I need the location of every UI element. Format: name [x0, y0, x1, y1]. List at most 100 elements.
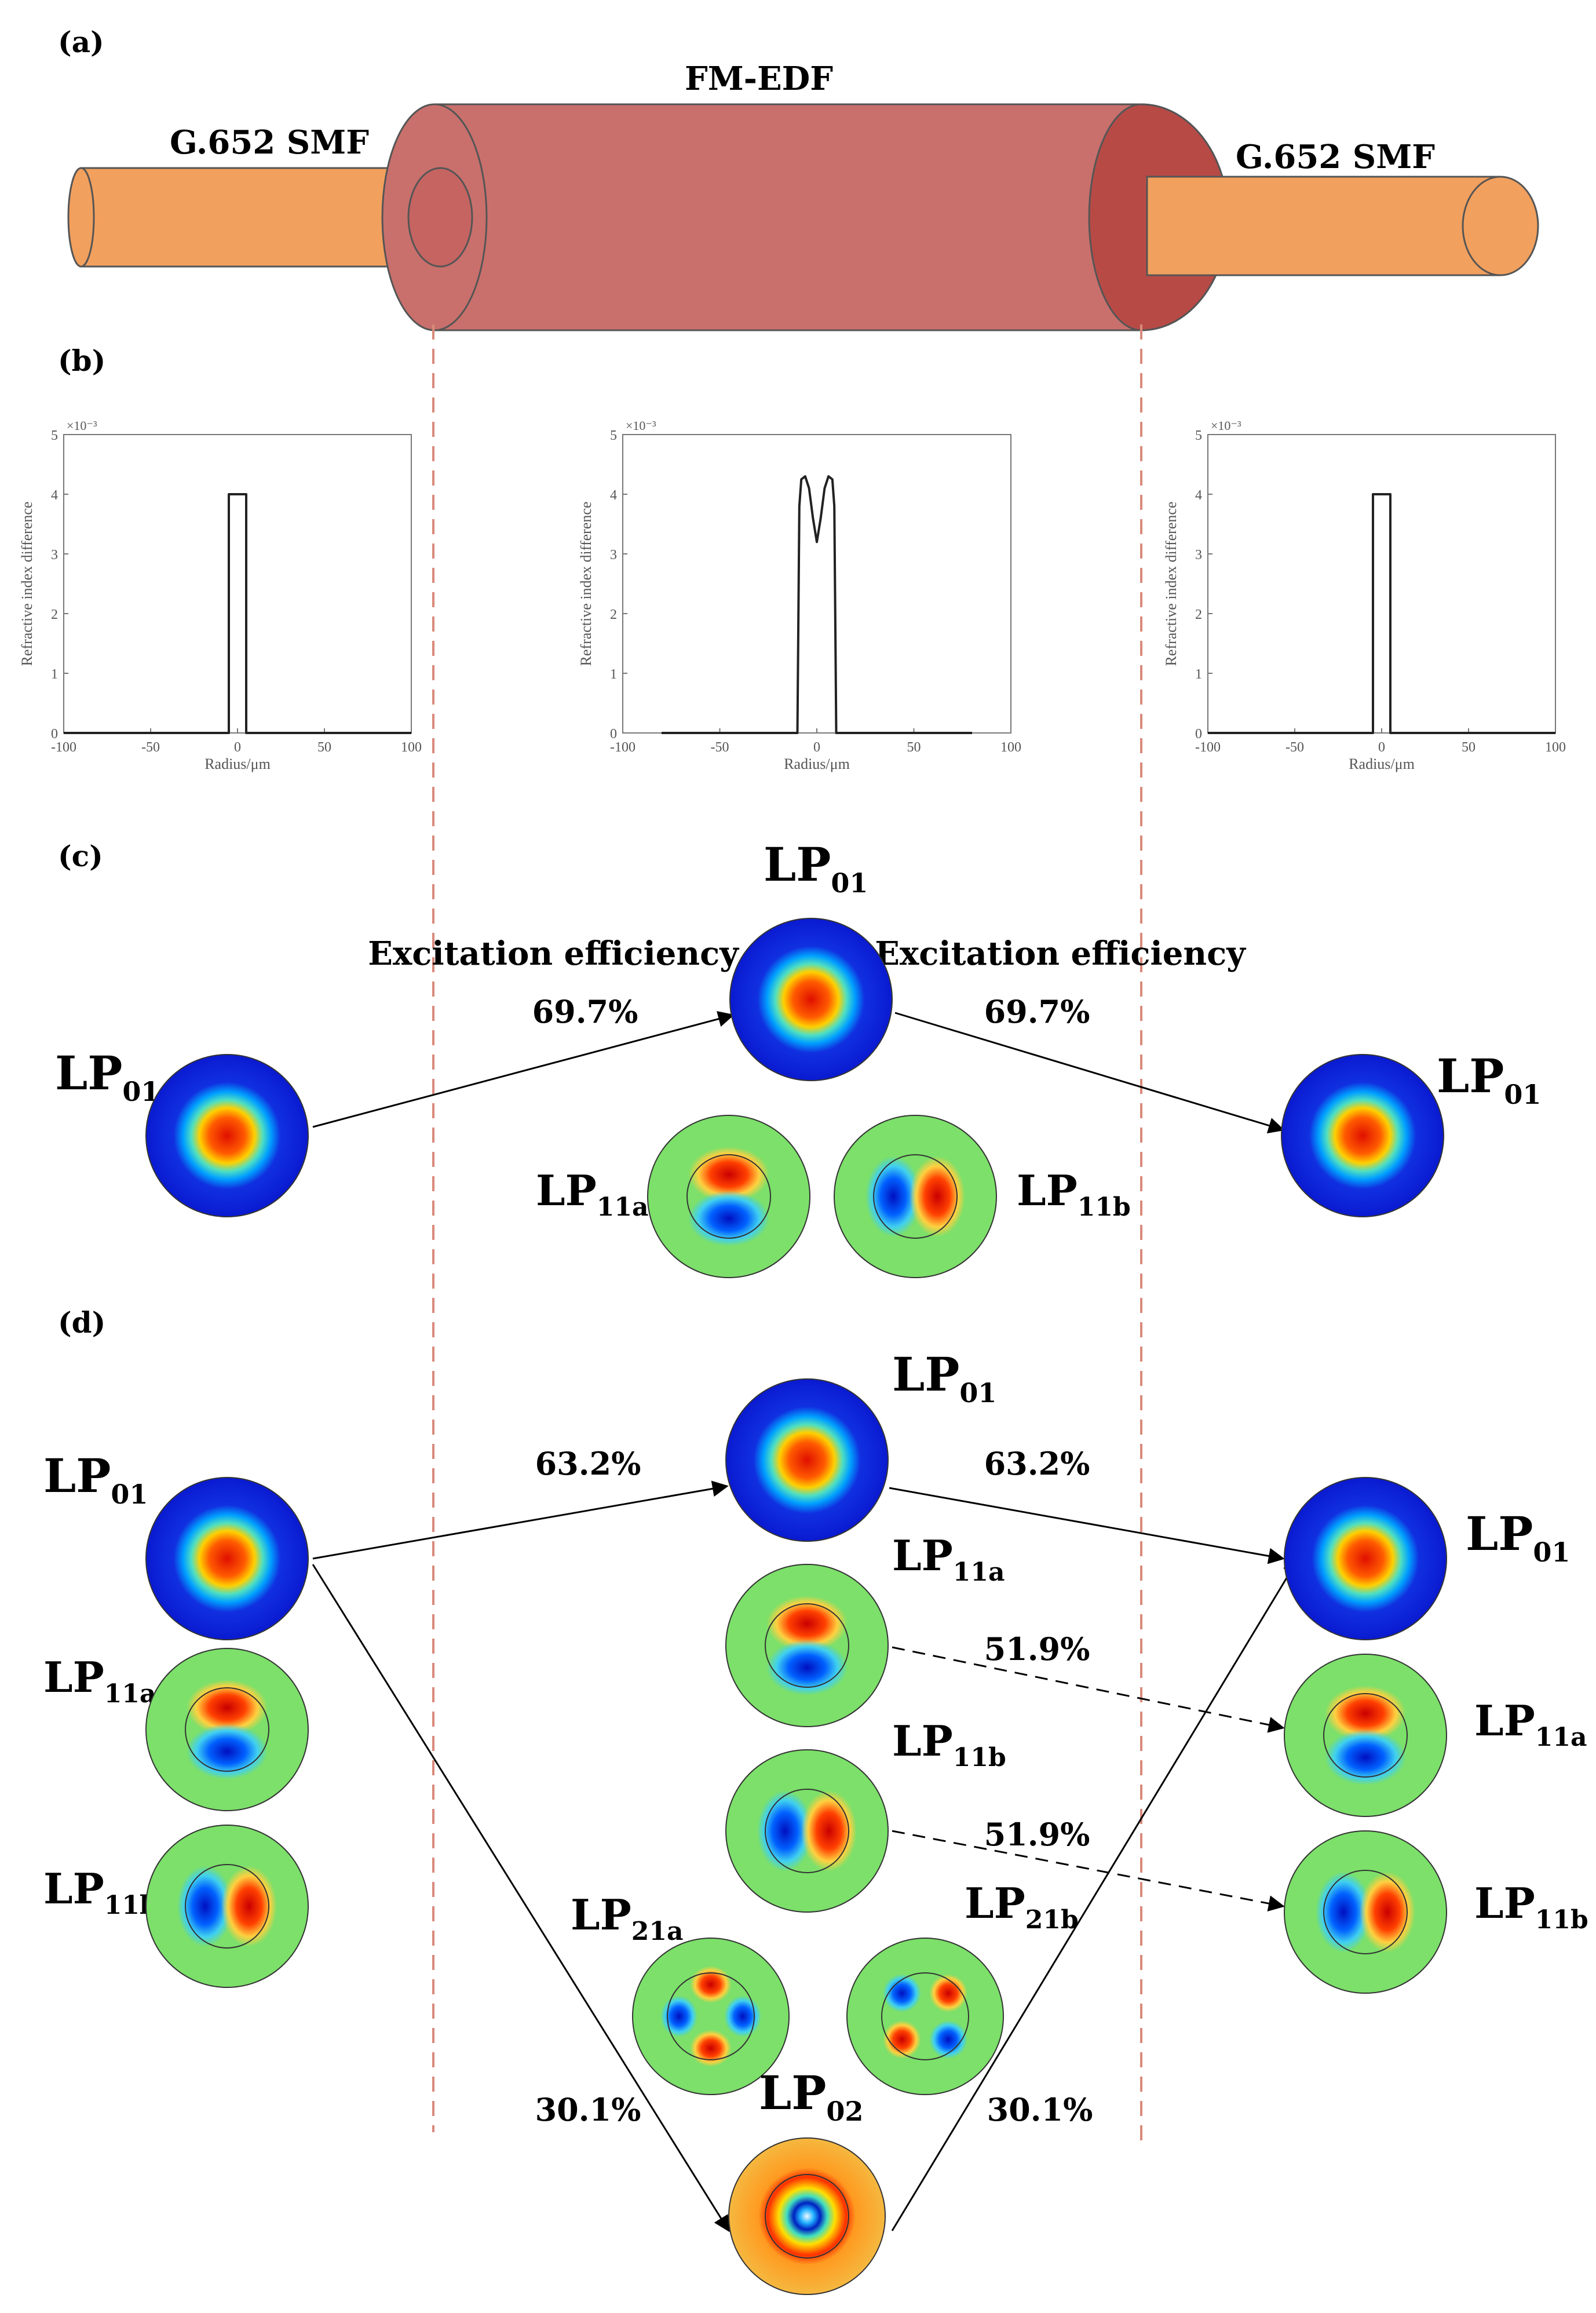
d-edf-lp21a-label: LP21a	[571, 1890, 684, 1946]
d-output-lp11b-label: LP11b	[1474, 1878, 1588, 1935]
c-left-caption: Excitation efficiency	[368, 935, 739, 973]
svg-text:LP11b: LP11b	[1474, 1878, 1588, 1935]
y-tick-label: 5	[610, 428, 617, 443]
svg-text:LP11a: LP11a	[1474, 1696, 1587, 1752]
svg-text:LP01: LP01	[43, 1449, 148, 1510]
y-tick-label: 4	[1195, 488, 1202, 503]
c-edf-lp11a-label: LP11a	[536, 1166, 649, 1222]
d-eff-lp02-out: 30.1%	[987, 2091, 1093, 2128]
x-tick-label: 50	[1462, 740, 1476, 755]
y-exponent-label: ×10⁻³	[67, 418, 97, 433]
panel-label-b: (b)	[58, 344, 105, 378]
d-eff-lp01-in: 63.2%	[535, 1445, 641, 1482]
c-edf-lp01-mode-icon	[729, 918, 893, 1081]
x-tick-label: 50	[317, 740, 331, 755]
d-input-lp11b-label: LP11b	[43, 1864, 158, 1920]
x-tick-label: 100	[401, 740, 422, 755]
d-input-lp11a-label: LP11a	[43, 1652, 156, 1709]
plot-frame	[63, 434, 412, 734]
d-output-lp11a-mode-icon	[1284, 1654, 1447, 1817]
c-output-lp01-label: LP01	[1437, 1049, 1541, 1110]
y-axis-label: Refractive index difference	[578, 502, 594, 666]
d-output-lp11b-mode-icon	[1284, 1830, 1447, 1994]
d-input-lp11b-mode-icon	[145, 1825, 309, 1988]
profile-plot-2: 0 1 2 3 4 5 -100 -50 0 50 100 ×10⁻³ Radius/μm Refract…	[578, 418, 1021, 772]
x-tick-label: 0	[1378, 740, 1385, 755]
y-tick-label: 3	[610, 548, 617, 563]
d-edf-lp01-mode-icon	[725, 1378, 889, 1542]
x-tick-label: -50	[711, 740, 729, 755]
y-tick-label: 0	[1195, 727, 1202, 742]
left-smf-end-cap	[407, 167, 473, 268]
y-tick-label: 3	[51, 548, 58, 563]
svg-text:LP01: LP01	[1466, 1506, 1570, 1568]
x-tick-label: 0	[813, 740, 820, 755]
c-arrow-out	[894, 1012, 1285, 1134]
d-output-lp11a-label: LP11a	[1474, 1696, 1587, 1752]
d-eff-lp02-in: 30.1%	[535, 2091, 641, 2128]
profile-plot-1: 0 1 2 3 4 5 -100 -50 0 50 100 ×10⁻³ Radius/μm Refract…	[19, 418, 422, 772]
left-smf-label: G.652 SMF	[170, 123, 369, 162]
panel-label-a: (a)	[58, 25, 104, 59]
d-edf-lp11b-label: LP11b	[892, 1716, 1006, 1772]
d-edf-lp02-label: LP02	[759, 2066, 863, 2127]
y-axis-label: Refractive index difference	[19, 502, 35, 666]
d-eff-lp01-out: 63.2%	[984, 1445, 1090, 1482]
c-input-lp01-label: LP01	[55, 1046, 159, 1107]
c-right-caption: Excitation efficiency	[875, 935, 1246, 973]
y-exponent-label: ×10⁻³	[626, 418, 656, 433]
d-arrow-lp01-in	[312, 1480, 729, 1560]
fiber-diagram: G.652 SMF FM-EDF G.652 SMF	[67, 60, 1539, 331]
y-tick-label: 2	[610, 607, 617, 622]
d-input-lp01-mode-icon	[145, 1477, 309, 1640]
y-tick-label: 5	[51, 428, 58, 443]
panel-c: Excitation efficiency Excitation efficie…	[55, 837, 1541, 1278]
d-edf-lp11b-mode-icon	[725, 1749, 889, 1913]
svg-text:LP02: LP02	[759, 2066, 863, 2127]
d-edf-lp21b-mode-icon	[846, 1938, 1004, 2095]
right-smf-end-cap	[1462, 176, 1539, 276]
c-edf-lp11a-mode-icon	[647, 1115, 810, 1278]
d-edf-lp21b-label: LP21b	[965, 1878, 1079, 1935]
c-output-lp01-mode-icon	[1281, 1054, 1444, 1217]
x-tick-label: -100	[1195, 740, 1221, 755]
d-arrow-lp11a	[892, 1646, 1285, 1733]
y-tick-label: 0	[51, 727, 58, 742]
x-tick-label: 50	[907, 740, 921, 755]
c-edf-lp11b-label: LP11b	[1017, 1166, 1131, 1222]
d-edf-lp01-label: LP01	[892, 1347, 996, 1409]
d-edf-lp21a-mode-icon	[632, 1938, 790, 2095]
y-tick-label: 1	[1195, 667, 1202, 682]
y-tick-label: 4	[610, 488, 617, 503]
y-exponent-label: ×10⁻³	[1211, 418, 1241, 433]
profile-plot-3: 0 1 2 3 4 5 -100 -50 0 50 100 ×10⁻³ Radius/μm Refract…	[1163, 418, 1566, 772]
svg-text:LP01: LP01	[764, 837, 868, 899]
x-tick-label: 0	[234, 740, 241, 755]
c-eff-out: 69.7%	[984, 993, 1090, 1030]
x-tick-label: -50	[1285, 740, 1304, 755]
d-edf-lp02-mode-icon	[728, 2137, 886, 2295]
c-arrow-in	[312, 1010, 735, 1128]
svg-text:LP11b: LP11b	[892, 1716, 1006, 1772]
svg-text:LP11a: LP11a	[43, 1652, 156, 1709]
y-tick-label: 0	[610, 727, 617, 742]
svg-text:LP01: LP01	[1437, 1049, 1541, 1110]
left-smf-start-cap	[67, 167, 95, 268]
x-tick-label: -100	[610, 740, 636, 755]
y-tick-label: 2	[51, 607, 58, 622]
x-tick-label: -100	[51, 740, 76, 755]
c-edf-lp01-label: LP01	[764, 837, 868, 899]
svg-text:LP11a: LP11a	[536, 1166, 649, 1222]
panel-d: 63.2% 63.2% 51.9% 51.9% 30.1% 30.1% LP01…	[43, 1347, 1588, 2295]
svg-text:LP11a: LP11a	[892, 1531, 1005, 1587]
d-eff-lp11a: 51.9%	[984, 1630, 1090, 1668]
y-axis-label: Refractive index difference	[1163, 502, 1179, 666]
profile-line	[1208, 493, 1555, 734]
panel-label-c: (c)	[58, 839, 103, 873]
right-smf-body	[1146, 176, 1502, 276]
d-arrow-lp11b	[892, 1830, 1285, 1911]
c-eff-in: 69.7%	[532, 993, 638, 1030]
y-tick-label: 4	[51, 488, 58, 503]
right-smf-label: G.652 SMF	[1236, 138, 1435, 176]
